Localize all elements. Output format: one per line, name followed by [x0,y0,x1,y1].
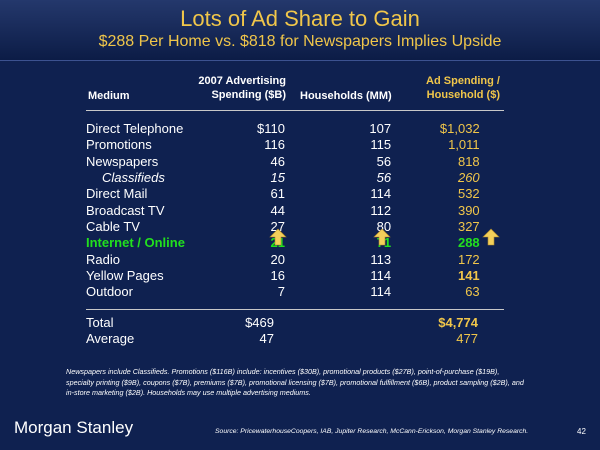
cell-spending: 7 [277,284,285,300]
cell-medium: Outdoor [86,284,133,300]
cell-households: 80 [376,218,392,234]
up-arrow-icon [482,228,500,246]
cell-households: 113 [370,251,392,267]
table-row: Outdoor 7 114 63 [86,284,504,300]
cell-spending: 27 [270,218,285,234]
cell-households: 114 [370,267,392,283]
cell-medium: Average [86,331,135,346]
cell-spending: 15 [270,170,285,186]
header-rule [86,110,504,111]
col-header-ad-spending: Ad Spending / Household ($) [426,75,500,101]
cell-spending: 116 [264,137,285,153]
cell-ad-per-household: $1,032 [439,121,480,137]
cell-ad-per-household: 532 [457,186,480,202]
cell-ad-per-household: 818 [457,153,480,169]
cell-medium: Yellow Pages [86,267,164,283]
up-arrow-icon [269,228,287,246]
cell-spending: 44 [270,202,285,218]
footnote: Newspapers include Classifieds. Promotio… [66,367,524,397]
cell-households: 56 [376,170,392,186]
cell-ad-per-household: 327 [457,218,480,234]
cell-medium: Internet / Online [86,235,185,251]
cell-medium: Direct Telephone [86,121,184,137]
table-row: Classifieds 15 56 260 [86,170,504,186]
cell-medium: Broadcast TV [86,202,165,218]
cell-spending: 61 [270,186,285,202]
title-bar: Lots of Ad Share to Gain $288 Per Home v… [0,0,600,61]
cell-ad-per-household: 141 [457,267,480,283]
cell-ad-per-household: 172 [457,251,480,267]
cell-households: 114 [370,284,392,300]
table-row: Direct Telephone $110 107 $1,032 [86,121,504,137]
cell-spending: $469 [245,315,274,330]
table-row-average: Average 47 477 [86,331,504,347]
cell-spending: 16 [270,267,285,283]
cell-households: 112 [370,202,392,218]
cell-medium: Direct Mail [86,186,148,202]
cell-households: 107 [369,121,392,137]
cell-ad-per-household: 477 [456,331,478,346]
table-row: Direct Mail 61 114 532 [86,186,504,202]
cell-medium: Total [86,315,114,330]
table-row-total: Total $469 $4,774 [86,315,504,331]
cell-ad-per-household: 63 [465,284,480,300]
cell-households: 114 [370,186,392,202]
cell-households: 56 [376,153,392,169]
cell-households: 115 [370,137,392,153]
cell-spending: $110 [257,121,285,137]
cell-medium: Radio [86,251,120,267]
totals-rule [86,309,504,310]
page-number: 42 [577,427,586,436]
table-row: Broadcast TV 44 112 390 [86,202,504,218]
col-header-spending: 2007 Advertising Spending ($B) [198,75,286,101]
table-row: Cable TV 27 80 327 [86,219,504,235]
col-header-households: Households (MM) [300,90,392,102]
col-header-medium: Medium [88,90,130,102]
table-row: Radio 20 113 172 [86,251,504,267]
page-title: Lots of Ad Share to Gain [180,6,420,31]
source-note: Source: PricewaterhouseCoopers, IAB, Jup… [215,428,529,435]
cell-medium: Classifieds [102,170,165,186]
cell-ad-per-household: 390 [457,202,480,218]
page-subtitle: $288 Per Home vs. $818 for Newspapers Im… [98,33,502,50]
cell-spending: 47 [259,331,274,346]
table-row: Promotions 116 115 1,011 [86,137,504,153]
table-row: Yellow Pages 16 114 141 [86,268,504,284]
cell-medium: Promotions [86,137,152,153]
cell-ad-per-household: 288 [457,235,480,251]
cell-spending: 46 [270,153,285,169]
cell-ad-per-household: $4,774 [438,315,478,330]
cell-medium: Cable TV [86,218,140,234]
cell-spending: 20 [270,251,285,267]
ad-spending-table: Direct Telephone $110 107 $1,032 Promoti… [86,121,504,300]
table-row: Newspapers 46 56 818 [86,154,504,170]
cell-ad-per-household: 1,011 [448,137,480,153]
morgan-stanley-logo: Morgan Stanley [14,418,134,437]
cell-ad-per-household: 260 [457,170,480,186]
cell-medium: Newspapers [86,153,159,169]
table-row-highlight: Internet / Online 21 71 288 [86,235,504,251]
up-arrow-icon [373,228,391,246]
totals-table: Total $469 $4,774 Average 47 477 [86,315,504,347]
